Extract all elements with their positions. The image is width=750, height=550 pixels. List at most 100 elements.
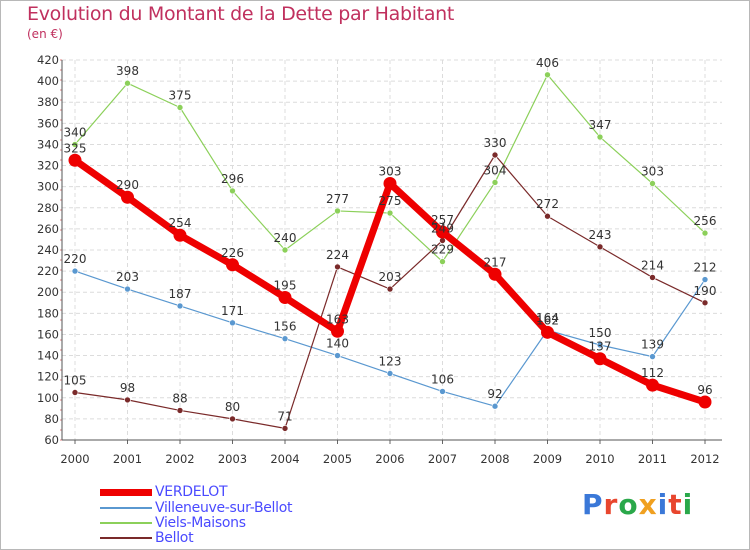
data-label-villeneuve-sur-bellot: 220 [64, 252, 87, 266]
data-label-viels-maisons: 398 [116, 64, 139, 78]
data-label-villeneuve-sur-bellot: 139 [641, 338, 664, 352]
data-point-viels-maisons [649, 180, 656, 187]
y-tick-label: 420 [37, 53, 59, 67]
data-label-verdelot: 96 [697, 383, 712, 397]
data-label-viels-maisons: 296 [221, 172, 244, 186]
data-label-villeneuve-sur-bellot: 106 [431, 372, 454, 386]
data-point-verdelot [593, 352, 607, 366]
data-label-verdelot: 162 [536, 313, 559, 327]
data-label-bellot: 203 [379, 270, 402, 284]
data-point-villeneuve-sur-bellot [649, 353, 656, 360]
y-tick-label: 60 [44, 433, 59, 447]
data-point-bellot [386, 285, 394, 293]
y-tick-label: 320 [37, 159, 59, 173]
unit-label: (en €) [27, 27, 63, 41]
data-label-viels-maisons: 303 [641, 165, 664, 179]
chart-title: Evolution du Montant de la Dette par Hab… [27, 3, 455, 25]
x-tick-label: 2006 [375, 452, 404, 466]
data-label-bellot: 105 [64, 374, 87, 388]
legend-swatch-bellot [100, 537, 152, 539]
y-tick-label: 140 [37, 349, 59, 363]
logo-letter: P [582, 488, 604, 521]
data-point-verdelot [646, 378, 659, 392]
data-point-viels-maisons [229, 187, 236, 195]
legend-item-villeneuve-sur-bellot: Villeneuve-sur-Bellot [100, 500, 293, 516]
data-label-villeneuve-sur-bellot: 203 [116, 270, 139, 284]
logo-letter: o [618, 488, 639, 521]
data-point-verdelot [68, 153, 82, 167]
x-tick-label: 2011 [638, 452, 667, 466]
data-label-bellot: 214 [641, 258, 664, 272]
data-label-villeneuve-sur-bellot: 123 [379, 355, 402, 369]
legend-item-verdelot: VERDELOT [100, 484, 228, 500]
data-label-bellot: 249 [431, 222, 454, 236]
x-tick-label: 2012 [690, 452, 719, 466]
data-point-bellot [596, 243, 604, 251]
data-point-bellot [334, 263, 341, 271]
data-label-viels-maisons: 240 [274, 231, 297, 245]
data-label-verdelot: 112 [641, 366, 664, 380]
data-label-verdelot: 254 [169, 216, 192, 230]
y-tick-label: 260 [37, 222, 59, 236]
legend-swatch-verdelot [100, 488, 152, 496]
data-label-verdelot: 137 [589, 340, 612, 354]
y-tick-label: 380 [37, 95, 59, 109]
data-label-bellot: 330 [484, 136, 507, 150]
data-label-bellot: 190 [694, 284, 717, 298]
y-tick-label: 240 [37, 243, 59, 257]
data-point-villeneuve-sur-bellot [439, 388, 446, 395]
data-label-villeneuve-sur-bellot: 156 [274, 320, 297, 334]
data-point-bellot [544, 212, 551, 220]
legend-item-bellot: Bellot [100, 530, 194, 546]
data-point-villeneuve-sur-bellot [281, 335, 289, 342]
logo-letter: i [657, 488, 669, 521]
legend-item-viels-maisons: Viels-Maisons [100, 515, 246, 531]
data-point-verdelot [173, 228, 187, 242]
data-point-viels-maisons [334, 207, 341, 215]
y-tick-label: 220 [37, 264, 59, 278]
x-tick-label: 2003 [218, 452, 247, 466]
data-point-viels-maisons [491, 179, 499, 186]
proxiti-logo: Proxiti [582, 488, 693, 521]
data-point-verdelot [278, 291, 292, 304]
y-tick-label: 340 [37, 137, 59, 151]
data-label-villeneuve-sur-bellot: 187 [169, 287, 192, 301]
data-point-verdelot [541, 325, 554, 339]
data-label-bellot: 98 [120, 381, 135, 395]
data-label-bellot: 80 [225, 400, 240, 414]
data-label-villeneuve-sur-bellot: 140 [326, 337, 349, 351]
y-tick-label: 160 [37, 327, 59, 341]
y-tick-label: 400 [37, 74, 59, 88]
legend-label-villeneuve-sur-bellot: Villeneuve-sur-Bellot [155, 500, 293, 516]
data-label-viels-maisons: 406 [536, 56, 559, 70]
legend-swatch-viels-maisons [100, 522, 152, 524]
data-point-verdelot [436, 225, 449, 239]
y-tick-label: 360 [37, 116, 59, 130]
logo-letter: t [668, 488, 683, 521]
data-point-villeneuve-sur-bellot [124, 285, 131, 293]
data-label-verdelot: 325 [64, 141, 87, 155]
x-tick-label: 2002 [165, 452, 194, 466]
y-tick-label: 120 [37, 370, 59, 384]
x-tick-label: 2008 [480, 452, 509, 466]
y-tick-label: 180 [37, 306, 59, 320]
y-tick-label: 280 [37, 201, 59, 215]
x-tick-label: 2001 [113, 452, 142, 466]
data-label-bellot: 224 [326, 248, 349, 262]
data-point-bellot [649, 274, 656, 281]
legend-label-verdelot: VERDELOT [155, 484, 228, 500]
data-point-viels-maisons [176, 104, 184, 111]
data-label-bellot: 71 [277, 409, 292, 423]
y-tick-label: 200 [37, 285, 59, 299]
data-label-bellot: 272 [536, 197, 559, 211]
data-point-verdelot [121, 190, 134, 204]
data-label-villeneuve-sur-bellot: 92 [487, 387, 502, 401]
legend-swatch-villeneuve-sur-bellot [100, 507, 152, 509]
logo-letter: x [638, 488, 658, 521]
x-tick-label: 2010 [585, 452, 614, 466]
data-point-viels-maisons [596, 133, 604, 141]
data-point-bellot [229, 415, 236, 423]
legend-label-bellot: Bellot [155, 530, 194, 546]
data-label-verdelot: 163 [326, 312, 349, 326]
